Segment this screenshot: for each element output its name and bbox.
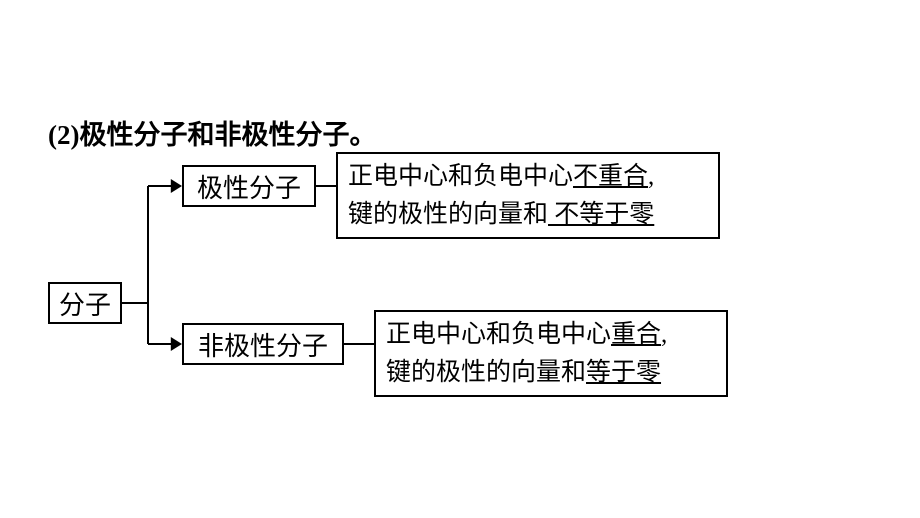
polar-line1-underline: 不重合 bbox=[573, 163, 648, 190]
nonpolar-line1-underline: 重合 bbox=[611, 321, 661, 348]
root-label: 分子 bbox=[59, 285, 111, 322]
polar-description-box: 正电中心和负电中心不重合, 键的极性的向量和 不等于零 bbox=[336, 152, 720, 239]
nonpolar-line1-text: 正电中心和负电中心 bbox=[386, 321, 611, 348]
nonpolar-line1-comma: , bbox=[661, 321, 667, 348]
polar-line2: 键的极性的向量和 不等于零 bbox=[348, 196, 708, 234]
nonpolar-description-box: 正电中心和负电中心重合, 键的极性的向量和等于零 bbox=[374, 310, 728, 397]
nonpolar-line1: 正电中心和负电中心重合, bbox=[386, 316, 716, 354]
nonpolar-line2-text: 键的极性的向量和 bbox=[386, 359, 586, 386]
connector-lines bbox=[0, 0, 920, 518]
nonpolar-molecule-box: 非极性分子 bbox=[182, 323, 344, 365]
polar-label: 极性分子 bbox=[197, 168, 301, 205]
nonpolar-label: 非极性分子 bbox=[198, 326, 328, 363]
polar-line2-text: 键的极性的向量和 bbox=[348, 201, 548, 228]
polar-molecule-box: 极性分子 bbox=[182, 165, 316, 207]
polar-line1-text: 正电中心和负电中心 bbox=[348, 163, 573, 190]
nonpolar-line2: 键的极性的向量和等于零 bbox=[386, 354, 716, 392]
section-title: (2)极性分子和非极性分子。 bbox=[48, 113, 376, 152]
polar-line1: 正电中心和负电中心不重合, bbox=[348, 158, 708, 196]
root-molecule-box: 分子 bbox=[48, 282, 122, 324]
title-text: 极性分子和非极性分子。 bbox=[79, 120, 376, 150]
polar-line1-comma: , bbox=[648, 163, 654, 190]
nonpolar-line2-underline: 等于零 bbox=[586, 359, 661, 386]
title-prefix: (2) bbox=[48, 120, 79, 150]
polar-line2-underline: 不等于零 bbox=[548, 201, 654, 228]
